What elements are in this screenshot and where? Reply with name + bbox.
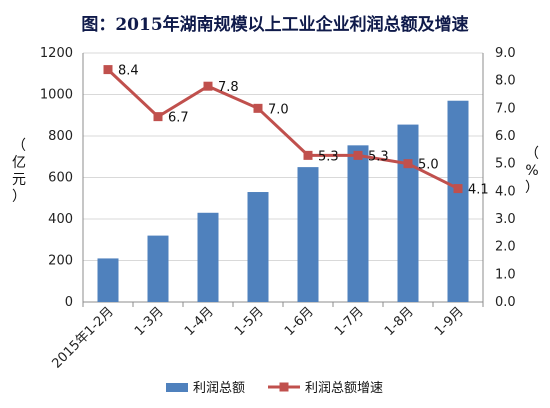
data-label: 6.7 <box>168 111 189 126</box>
bar <box>247 192 269 302</box>
data-label: 5.3 <box>318 149 339 164</box>
x-tick-label: 1-6月 <box>282 304 317 339</box>
legend-swatch-bar <box>166 383 188 392</box>
data-label: 4.1 <box>468 183 489 198</box>
y-left-tick-label: 400 <box>48 212 73 227</box>
bar <box>197 212 219 302</box>
y-right-tick-label: 4.0 <box>495 184 516 199</box>
line-point <box>203 81 213 91</box>
y-right-tick-label: 9.0 <box>495 46 516 61</box>
line-point <box>253 103 263 113</box>
line-point <box>353 150 363 160</box>
bar <box>397 124 419 303</box>
y-left-tick-label: 800 <box>48 129 73 144</box>
line-point <box>453 184 463 194</box>
bar <box>97 258 119 302</box>
y-left-tick-label: 200 <box>48 254 73 269</box>
y-left-tick-label: 0 <box>65 295 73 310</box>
y-right-tick-label: 5.0 <box>495 157 516 172</box>
data-label: 7.8 <box>218 80 239 95</box>
y-right-tick-label: 3.0 <box>495 212 516 227</box>
y-left-tick-label: 600 <box>48 171 73 186</box>
x-tick-label: 1-4月 <box>182 304 217 339</box>
data-label: 5.0 <box>418 158 439 173</box>
bar <box>447 100 469 302</box>
legend-label: 利润总额 <box>193 381 245 396</box>
y-right-tick-label: 0.0 <box>495 295 516 310</box>
x-tick-label: 1-7月 <box>332 304 367 339</box>
chart-title: 图：2015年湖南规模以上工业企业利润总额及增速 <box>81 15 469 35</box>
line-point <box>153 112 163 122</box>
data-label: 5.3 <box>368 149 389 164</box>
x-tick-label: 1-5月 <box>232 304 267 339</box>
y-left-tick-label: 1200 <box>40 46 73 61</box>
y-right-axis-title: （%） <box>525 146 539 196</box>
bar <box>147 235 169 302</box>
bar <box>347 145 369 302</box>
x-tick-label: 1-3月 <box>132 304 167 339</box>
x-tick-label: 2015年1-2月 <box>49 304 116 371</box>
y-right-tick-label: 8.0 <box>495 74 516 89</box>
line-point <box>103 65 113 75</box>
line-point <box>303 150 313 160</box>
y-right-tick-label: 6.0 <box>495 129 516 144</box>
line-point <box>403 159 413 169</box>
legend-label: 利润总额增速 <box>305 381 383 396</box>
x-tick-label: 1-8月 <box>382 304 417 339</box>
data-label: 8.4 <box>118 64 139 79</box>
y-right-tick-label: 1.0 <box>495 267 516 282</box>
line-series <box>106 68 459 190</box>
y-left-axis-title: （亿元） <box>12 138 26 205</box>
x-tick-label: 1-9月 <box>432 304 467 339</box>
y-right-tick-label: 2.0 <box>495 240 516 255</box>
y-right-tick-label: 7.0 <box>495 101 516 116</box>
bar <box>297 167 319 302</box>
y-left-tick-label: 1000 <box>40 88 73 103</box>
data-label: 7.0 <box>268 102 289 117</box>
legend-swatch-marker <box>279 382 289 392</box>
